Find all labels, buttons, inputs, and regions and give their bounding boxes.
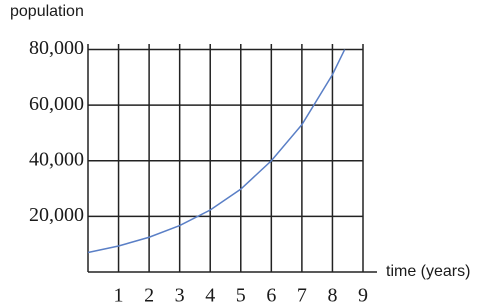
- line-series: [87, 49, 346, 254]
- x-axis-label: time (years): [386, 263, 470, 280]
- x-tick-label: 6: [266, 285, 276, 307]
- x-tick-label: 7: [297, 285, 307, 307]
- y-axis-label: population: [10, 3, 84, 20]
- x-tick-label: 9: [358, 285, 368, 307]
- x-tick-label: 8: [327, 285, 337, 307]
- x-tick-label: 3: [175, 285, 185, 307]
- y-tick-label: 20,000: [29, 204, 84, 226]
- x-tick-label: 4: [205, 285, 215, 307]
- x-tick-label: 5: [236, 285, 246, 307]
- y-tick-label: 40,000: [29, 148, 84, 170]
- y-tick-label: 80,000: [29, 37, 84, 59]
- x-tick-label: 2: [144, 285, 154, 307]
- y-tick-label: 60,000: [29, 93, 84, 115]
- x-tick-label: 1: [114, 285, 124, 307]
